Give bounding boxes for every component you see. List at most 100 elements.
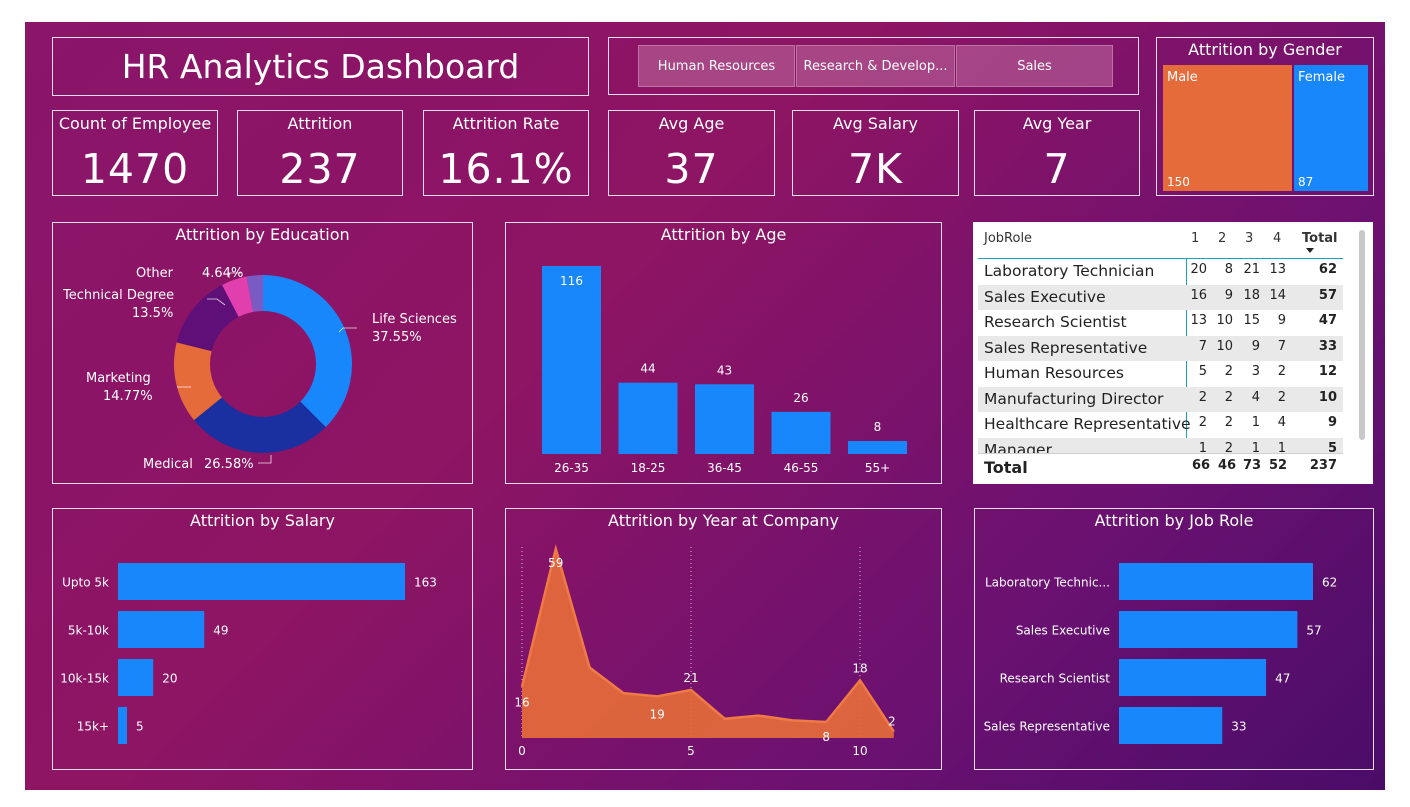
donut-slice-other[interactable] xyxy=(222,276,254,317)
salary-bar[interactable] xyxy=(118,611,205,648)
jobrole-bar[interactable] xyxy=(1119,611,1298,648)
table-cell-total: 5 xyxy=(1327,440,1337,456)
age-tick-label: 26-35 xyxy=(554,461,589,475)
table-header-jobrole[interactable]: JobRole xyxy=(984,231,1033,246)
age-bar-value: 43 xyxy=(717,363,732,377)
salary-bar-value: 49 xyxy=(213,624,228,638)
year-area[interactable] xyxy=(522,549,894,738)
year-tick-label: 5 xyxy=(687,744,695,758)
total-col-4: 52 xyxy=(1269,458,1288,473)
table-row[interactable]: Human Resources 5 2 3 2 12 xyxy=(978,361,1343,386)
jobrole-bar[interactable] xyxy=(1119,659,1267,696)
kpi-label: Count of Employee xyxy=(58,114,212,133)
year-data-label: 59 xyxy=(548,556,563,570)
salary-bar[interactable] xyxy=(118,707,127,744)
age-bar-chart: 116 26-35 44 18-25 43 36-45 26 46-55 8 55+ xyxy=(542,266,907,475)
age-bar[interactable] xyxy=(695,384,754,454)
salary-bar[interactable] xyxy=(118,659,154,696)
treemap-male-value: 150 xyxy=(1167,175,1190,189)
jobrole-bar-value: 33 xyxy=(1231,720,1246,734)
table-cell-value: 2 xyxy=(1198,415,1207,430)
table-cell-value: 7 xyxy=(1277,338,1286,354)
year-data-label: 18 xyxy=(852,661,867,675)
table-scrollbar[interactable] xyxy=(1359,230,1365,440)
treemap-male-label: Male xyxy=(1167,70,1198,85)
table-cell-value: 14 xyxy=(1269,287,1286,303)
dept-button-sales[interactable]: Sales xyxy=(956,45,1113,87)
donut-slice-human-resources[interactable] xyxy=(246,275,263,312)
label-marketing-pct: 14.77% xyxy=(103,389,153,404)
donut-slice-medical[interactable] xyxy=(193,397,326,453)
jobrole-panel: Attrition by Job Role Laboratory Technic… xyxy=(974,508,1374,770)
year-area-chart: 16 59 19 21 8 18 2 0 5 10 xyxy=(514,544,896,758)
age-bar[interactable] xyxy=(771,411,831,454)
table-header-2[interactable]: 2 xyxy=(1218,231,1227,246)
age-bar[interactable] xyxy=(848,441,907,454)
year-data-label: 16 xyxy=(514,696,529,710)
kpi-avg-salary: Avg Salary 7K xyxy=(792,110,959,196)
total-col-2: 46 xyxy=(1218,458,1237,473)
salary-bar[interactable] xyxy=(118,563,405,600)
table-row[interactable]: Sales Executive 16 9 18 14 57 xyxy=(978,284,1343,310)
table-cell-value: 20 xyxy=(1190,262,1207,277)
dept-button-research-development[interactable]: Research & Develop... xyxy=(796,45,955,87)
table-cell-value: 10 xyxy=(1216,338,1233,354)
age-bar-value: 44 xyxy=(640,362,655,376)
table-cell-value: 9 xyxy=(1224,287,1233,303)
table-cell-total: 47 xyxy=(1318,313,1337,328)
table-cell-value: 13 xyxy=(1269,262,1286,277)
table-header-total[interactable]: Total xyxy=(1302,231,1338,246)
table-cell-value: 2 xyxy=(1224,415,1233,430)
salary-bar-value: 163 xyxy=(414,576,437,590)
treemap-male-tile[interactable]: Male 150 xyxy=(1163,65,1292,191)
sort-desc-icon xyxy=(1306,248,1314,253)
jobrole-bar-chart: Laboratory Technic... 62 Sales Executive 57… xyxy=(984,563,1337,744)
table-cell-value: 4 xyxy=(1251,389,1260,405)
table-row[interactable]: Research Scientist 13 10 15 9 47 xyxy=(978,310,1343,335)
age-title: Attrition by Age xyxy=(660,225,787,244)
donut-slice-technical-degree[interactable] xyxy=(176,284,239,352)
jobrole-bar-value: 47 xyxy=(1275,672,1290,686)
table-cell-total: 9 xyxy=(1327,415,1337,430)
table-cell-total: 62 xyxy=(1318,262,1337,277)
jobrole-bar[interactable] xyxy=(1119,707,1223,744)
kpi-avg-age: Avg Age 37 xyxy=(608,110,775,196)
table-header-4[interactable]: 4 xyxy=(1273,231,1282,246)
year-tick-label: 0 xyxy=(518,744,526,758)
table-cell-value: 15 xyxy=(1243,313,1260,328)
treemap-female-tile[interactable]: Female 87 xyxy=(1294,65,1368,191)
jobrole-title: Attrition by Job Role xyxy=(1094,511,1254,530)
table-cell-value: 1 xyxy=(1251,440,1260,456)
table-cell-value: 1 xyxy=(1251,415,1260,430)
donut-slice-life-sciences[interactable] xyxy=(263,275,352,428)
table-cell-value: 18 xyxy=(1243,287,1260,303)
table-row[interactable]: Laboratory Technician 20 8 21 13 62 xyxy=(978,259,1343,284)
jobrole-bar[interactable] xyxy=(1119,563,1313,600)
kpi-attrition-rate: Attrition Rate 16.1% xyxy=(423,110,589,196)
table-header-1[interactable]: 1 xyxy=(1191,231,1200,246)
gender-panel-title: Attrition by Gender xyxy=(1188,40,1342,59)
table-header-3[interactable]: 3 xyxy=(1245,231,1254,246)
jobrole-bar-value: 57 xyxy=(1306,624,1321,638)
table-row[interactable]: Sales Representative 7 10 9 7 33 xyxy=(978,335,1343,361)
kpi-label: Avg Year xyxy=(1022,114,1092,133)
dept-button-human-resources[interactable]: Human Resources xyxy=(638,45,795,87)
table-row[interactable]: Healthcare Representative 2 2 1 4 9 xyxy=(978,412,1343,437)
age-bar[interactable] xyxy=(618,382,678,454)
kpi-value: 237 xyxy=(279,145,361,193)
year-tick-label: 10 xyxy=(852,744,867,758)
kpi-label: Avg Salary xyxy=(833,114,918,133)
treemap-female-label: Female xyxy=(1298,70,1346,85)
kpi-value: 16.1% xyxy=(438,145,574,193)
table-row[interactable]: Manufacturing Director 2 2 4 2 10 xyxy=(978,386,1343,412)
year-data-label: 2 xyxy=(888,715,896,729)
table-cell-jobrole: Human Resources xyxy=(984,364,1124,382)
table-cell-value: 2 xyxy=(1224,364,1233,379)
donut-slice-marketing[interactable] xyxy=(173,342,222,421)
department-slicer: Human Resources Research & Develop... Sa… xyxy=(608,37,1139,95)
kpi-count-of-employee: Count of Employee 1470 xyxy=(52,110,218,196)
total-col-3: 73 xyxy=(1243,458,1262,473)
age-bar[interactable] xyxy=(542,266,601,454)
table-cell-value: 2 xyxy=(1224,389,1233,405)
salary-category-label: 10k-15k xyxy=(60,672,109,686)
